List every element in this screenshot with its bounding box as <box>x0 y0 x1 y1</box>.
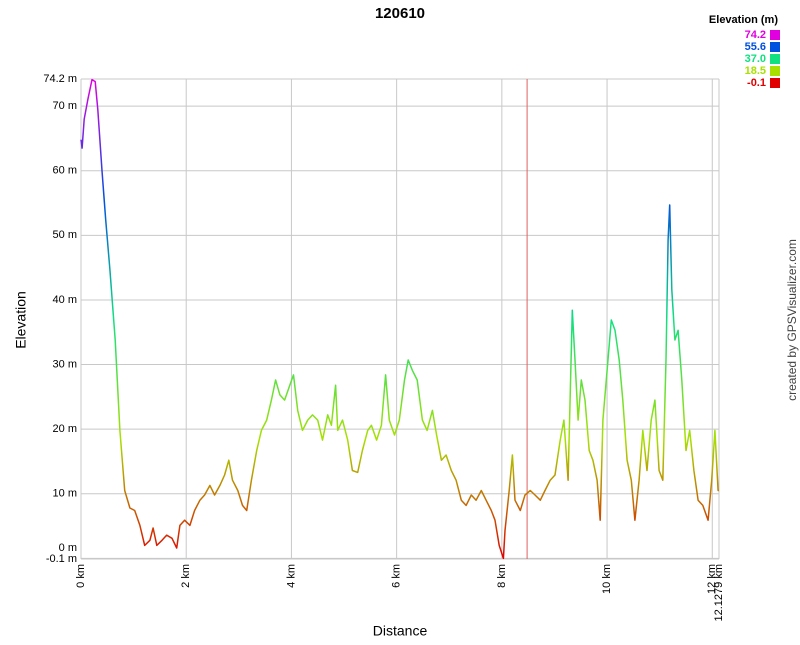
elevation-line <box>80 78 719 560</box>
x-axis-title: Distance <box>373 623 428 639</box>
x-tick-label: 8 km <box>496 564 508 588</box>
x-tick-label: 6 km <box>391 564 403 588</box>
legend-title: Elevation (m) <box>709 14 778 26</box>
legend-label: 74.2 <box>745 29 766 41</box>
legend-label: 18.5 <box>745 65 766 77</box>
y-tick-label: 20 m <box>53 423 77 435</box>
y-tick-label: 74.2 m <box>43 73 77 85</box>
legend-swatch <box>770 30 780 40</box>
credit: created by GPSVisualizer.com <box>785 239 799 401</box>
x-tick-label: 4 km <box>285 564 297 588</box>
legend-label: 37.0 <box>745 53 766 65</box>
legend-swatch <box>770 42 780 52</box>
y-tick-label: 0 m <box>59 542 77 554</box>
y-tick-label: 30 m <box>53 358 77 370</box>
x-tick-label: 12.1279 km <box>713 564 725 621</box>
y-axis-title: Elevation <box>13 291 29 349</box>
x-tick-label: 10 km <box>601 564 613 594</box>
x-tick-label: 0 km <box>75 564 87 588</box>
legend-swatch <box>770 78 780 88</box>
legend-swatch <box>770 54 780 64</box>
y-tick-label: 60 m <box>53 165 77 177</box>
chart-title: 120610 <box>375 5 425 22</box>
y-tick-label: -0.1 m <box>46 553 77 565</box>
legend-swatch <box>770 66 780 76</box>
x-tick-label: 2 km <box>180 564 192 588</box>
y-tick-label: 70 m <box>53 100 77 112</box>
x-tick-label: 12 km <box>706 564 718 594</box>
y-tick-label: 40 m <box>53 294 77 306</box>
legend-label: 55.6 <box>745 41 766 53</box>
legend-label: -0.1 <box>747 77 766 89</box>
y-tick-label: 50 m <box>53 229 77 241</box>
y-tick-label: 10 m <box>53 488 77 500</box>
